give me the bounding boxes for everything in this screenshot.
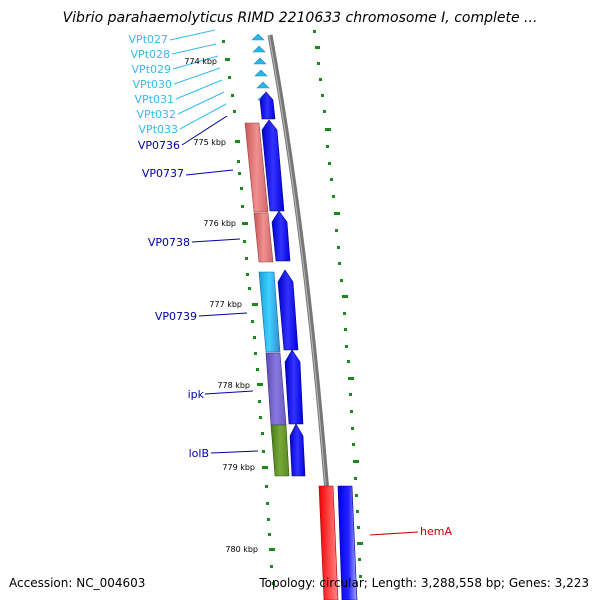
- gene-label-vp0736: VP0736: [138, 139, 180, 152]
- trna-label: VPt033: [139, 123, 178, 136]
- gene-label-hemA: hemA: [420, 525, 452, 538]
- trna-label: VPt028: [131, 48, 170, 61]
- hemA-leader-line: [369, 531, 419, 536]
- scale-label: 776 kbp: [203, 219, 236, 228]
- gene-vp0739-block: [258, 271, 281, 353]
- gene-labels: VP0736 VP0737 VP0738 VP0739 ipk lolB: [138, 139, 209, 460]
- trna-label: VPt032: [137, 108, 176, 121]
- gene-leader-lines: [181, 115, 259, 454]
- trna-labels: VPt027 VPt028 VPt029 VPt030 VPt031 VPt03…: [129, 33, 178, 136]
- trna-label: VPt029: [132, 63, 171, 76]
- trna-leader-lines: [169, 29, 227, 130]
- inner-tick-marks: [222, 40, 275, 585]
- gene-label-lolB: lolB: [189, 447, 209, 460]
- gene-label-ipk: ipk: [188, 388, 205, 401]
- trna-label: VPt030: [133, 78, 172, 91]
- scale-label: 775 kbp: [193, 138, 226, 147]
- gene-lolB-block: [270, 424, 290, 477]
- gene-label-vp0737: VP0737: [142, 167, 184, 180]
- map-title: Vibrio parahaemolyticus RIMD 2210633 chr…: [62, 10, 538, 26]
- genome-stats-text: Topology: circular; Length: 3,288,558 bp…: [259, 576, 589, 590]
- trna-label: VPt027: [129, 33, 168, 46]
- minus-strand-genes: [244, 122, 339, 600]
- gene-label-vp0738: VP0738: [148, 236, 190, 249]
- scale-label: 774 kbp: [184, 57, 217, 66]
- outer-tick-marks: [313, 30, 363, 578]
- accession-text: Accession: NC_004603: [9, 576, 146, 590]
- gene-hemA-block: [318, 485, 339, 600]
- trna-markers: [251, 33, 271, 101]
- gene-vp0738-block: [253, 212, 274, 263]
- plus-strand-genes: [259, 91, 358, 600]
- scale-label: 779 kbp: [222, 463, 255, 472]
- scale-label: 777 kbp: [209, 300, 242, 309]
- trna-label: VPt031: [135, 93, 174, 106]
- gene-ipk-block: [265, 352, 287, 426]
- scale-labels: 774 kbp 775 kbp 776 kbp 777 kbp 778 kbp …: [184, 57, 258, 554]
- scale-label: 780 kbp: [225, 545, 258, 554]
- gene-label-vp0739: VP0739: [155, 310, 197, 323]
- scale-label: 778 kbp: [217, 381, 250, 390]
- gene-vp0737-block: [244, 122, 269, 213]
